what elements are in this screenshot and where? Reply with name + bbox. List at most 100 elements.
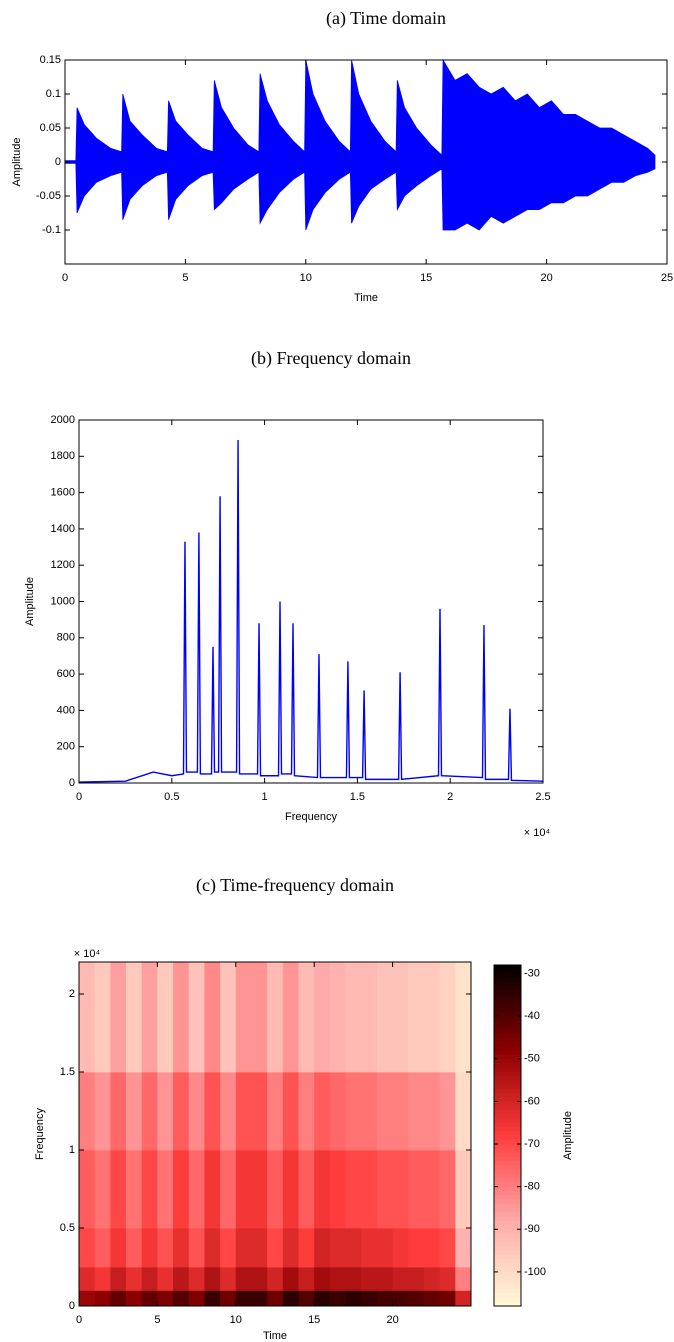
colorbar-frame bbox=[493, 964, 522, 1307]
spectrogram-cell bbox=[439, 1227, 456, 1268]
waveform bbox=[64, 58, 656, 231]
spectrogram-cell bbox=[282, 1149, 299, 1229]
colorbar-tick-label: -70 bbox=[524, 1138, 540, 1150]
spectrogram-cell bbox=[204, 1227, 221, 1268]
colorbar-swatch bbox=[494, 1011, 521, 1017]
spectrogram-cell bbox=[423, 1071, 441, 1151]
spectrogram-cell bbox=[220, 1071, 237, 1151]
spectrogram-cell bbox=[314, 1290, 331, 1307]
spectrogram-cell bbox=[455, 962, 472, 1073]
spectrogram-cell bbox=[392, 1071, 409, 1151]
spectrogram-cell bbox=[235, 1290, 252, 1307]
spectrogram-cell bbox=[79, 1266, 96, 1291]
colorbar-swatch bbox=[494, 1071, 521, 1077]
colorbar-swatch bbox=[494, 1203, 521, 1209]
colorbar-swatch bbox=[494, 1242, 521, 1247]
spectrogram-cell bbox=[126, 1227, 143, 1268]
spectrogram-cell bbox=[298, 1266, 315, 1291]
spectrogram-cell bbox=[110, 962, 127, 1073]
x-tick-label: 15 bbox=[420, 272, 432, 284]
y-tick-label: 1800 bbox=[51, 450, 75, 462]
spectrogram-cell bbox=[79, 1227, 96, 1268]
spectrogram-cell bbox=[455, 1227, 472, 1268]
colorbar-swatch bbox=[494, 1178, 521, 1183]
colorbar-swatch bbox=[494, 1080, 521, 1085]
spectrogram-cell bbox=[251, 1149, 268, 1229]
spectrogram-cell bbox=[94, 1149, 111, 1229]
colorbar-swatch bbox=[494, 1020, 521, 1026]
spectrogram-cell bbox=[204, 1290, 221, 1307]
spectrogram-cell bbox=[267, 1149, 284, 1229]
colorbar-swatch bbox=[494, 1105, 521, 1111]
colorbar-swatch bbox=[494, 1293, 521, 1298]
spectrogram-cell bbox=[267, 962, 284, 1073]
colorbar-swatch bbox=[494, 1033, 521, 1038]
colorbar-swatch bbox=[494, 1263, 521, 1269]
colorbar-tick-label: -50 bbox=[524, 1053, 540, 1065]
colorbar-swatch bbox=[494, 1016, 521, 1021]
spectrogram-cell bbox=[376, 962, 393, 1073]
colorbar-swatch bbox=[494, 1092, 521, 1098]
colorbar-swatch bbox=[494, 1220, 521, 1226]
spectrogram-cell bbox=[126, 1290, 143, 1307]
colorbar-swatch bbox=[494, 1195, 521, 1200]
colorbar-swatch bbox=[494, 1122, 521, 1128]
spectrogram-cell bbox=[282, 1071, 299, 1151]
spectrogram-cell bbox=[408, 1266, 425, 1291]
spectrogram-cell bbox=[392, 962, 409, 1073]
colorbar-swatch bbox=[494, 1097, 521, 1102]
spectrogram-cell bbox=[314, 1266, 331, 1291]
y-exponent: × 10⁴ bbox=[74, 948, 101, 960]
spectrogram-cell bbox=[282, 1266, 299, 1291]
x-tick-label: 2 bbox=[447, 791, 453, 803]
colorbar-swatch bbox=[494, 1114, 521, 1119]
spectrogram-cell bbox=[267, 1227, 284, 1268]
spectrogram-cell bbox=[408, 1071, 425, 1151]
plot-frame bbox=[78, 961, 472, 1307]
x-tick-label: 20 bbox=[540, 272, 552, 284]
spectrogram-cell bbox=[110, 1071, 127, 1151]
colorbar-swatch bbox=[494, 1216, 521, 1222]
x-tick-label: 2.5 bbox=[535, 791, 550, 803]
colorbar-swatch bbox=[494, 1207, 521, 1213]
x-tick-label: 5 bbox=[182, 272, 188, 284]
spectrogram-cell bbox=[423, 962, 441, 1073]
colorbar-tick-label: -30 bbox=[524, 967, 540, 979]
spectrogram-cell bbox=[141, 1149, 158, 1229]
colorbar-swatch bbox=[494, 1109, 521, 1115]
colorbar-swatch bbox=[494, 1058, 521, 1064]
spectrogram-cell bbox=[392, 1227, 409, 1268]
y-tick-label: 0.1 bbox=[46, 88, 61, 100]
spectrogram-cell bbox=[126, 1071, 143, 1151]
spectrogram-cell bbox=[267, 1071, 284, 1151]
y-tick-label: 600 bbox=[57, 668, 75, 680]
colorbar-swatch bbox=[494, 1276, 521, 1281]
spectrogram-cell bbox=[298, 962, 315, 1073]
colorbar-label: Amplitude bbox=[562, 1111, 574, 1160]
spectrogram-cell bbox=[141, 1071, 158, 1151]
spectrogram-cell bbox=[173, 1149, 190, 1229]
colorbar-swatch bbox=[494, 977, 521, 983]
spectrogram-cell bbox=[423, 1290, 441, 1307]
spectrogram-cell bbox=[173, 962, 190, 1073]
colorbar-tick-label: -60 bbox=[524, 1095, 540, 1107]
spectrogram-cell bbox=[267, 1290, 284, 1307]
spectrogram-cell bbox=[188, 962, 205, 1073]
chart-title: (a) Time domain bbox=[326, 8, 446, 29]
y-tick-label: 2000 bbox=[51, 414, 75, 426]
colorbar-swatch bbox=[494, 1131, 521, 1136]
x-tick-label: 0 bbox=[76, 1314, 82, 1326]
y-tick-label: 1 bbox=[69, 1144, 75, 1156]
spectrogram-cell bbox=[282, 1227, 299, 1268]
spectrogram-cell bbox=[157, 1071, 174, 1151]
spectrogram-cell bbox=[94, 1290, 111, 1307]
chart-title: (c) Time-frequency domain bbox=[196, 875, 394, 896]
colorbar-swatch bbox=[494, 1297, 521, 1303]
colorbar-swatch bbox=[494, 1271, 521, 1277]
spectrogram-cell bbox=[329, 1149, 346, 1229]
colorbar-swatch bbox=[494, 1084, 521, 1090]
colorbar-swatch bbox=[494, 982, 521, 987]
colorbar-swatch bbox=[494, 1237, 521, 1243]
spectrogram-cell bbox=[361, 1290, 378, 1307]
spectrogram-cell bbox=[94, 1227, 111, 1268]
